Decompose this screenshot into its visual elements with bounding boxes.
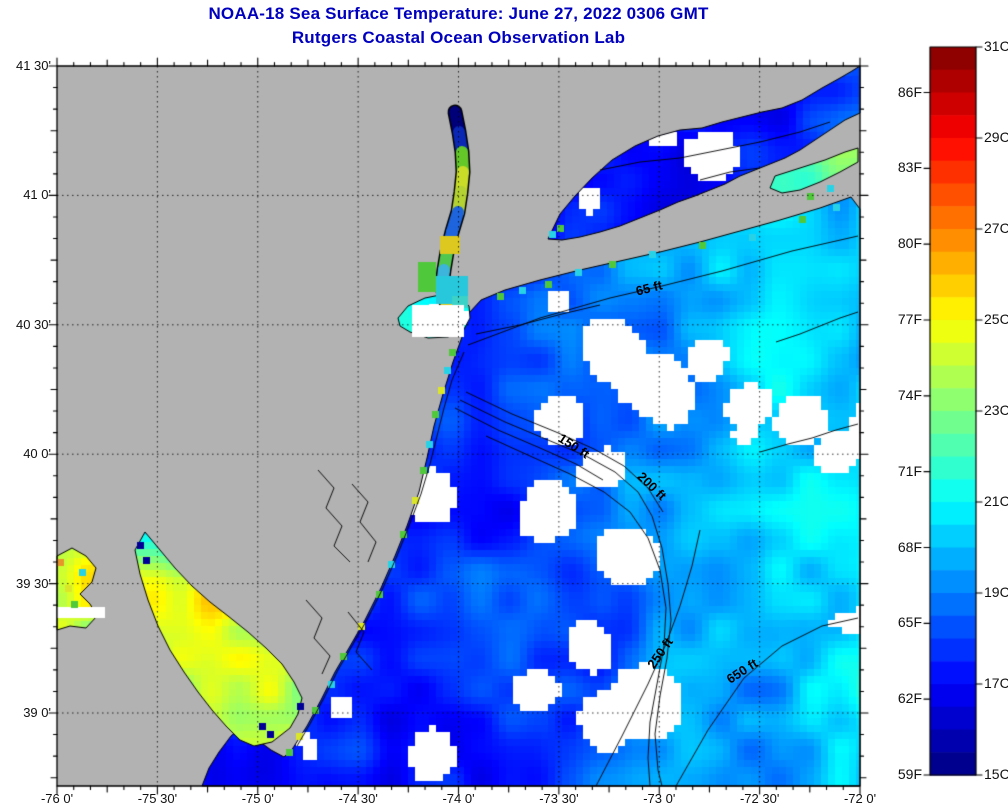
page-title: NOAA-18 Sea Surface Temperature: June 27… <box>208 4 709 23</box>
y-tick-label: 41 30' <box>15 58 51 73</box>
colorbar-celsius-label: 19C <box>984 584 1008 600</box>
x-tick-label: -74 0' <box>442 791 475 806</box>
colorbar-fahrenheit-label: 65F <box>897 614 922 631</box>
colorbar-fahrenheit-label: 77F <box>897 311 922 327</box>
colorbar-celsius-label: 29C <box>984 129 1008 145</box>
x-tick-label: -73 0' <box>643 791 676 806</box>
x-tick-label: -72 30' <box>739 791 780 806</box>
y-tick-label: 39 30' <box>15 575 51 591</box>
x-tick-label: -76 0' <box>40 791 74 806</box>
colorbar-celsius-label: 15C <box>984 766 1008 782</box>
colorbar-fahrenheit-label: 74F <box>897 386 922 403</box>
colorbar-celsius-label: 23C <box>984 402 1008 418</box>
colorbar-fahrenheit-label: 68F <box>897 538 922 555</box>
colorbar-celsius-label: 27C <box>984 220 1008 236</box>
colorbar-fahrenheit-label: 86F <box>897 83 922 100</box>
x-tick-label: -72 0' <box>843 791 877 806</box>
y-tick-label: 39 0' <box>23 705 51 720</box>
colorbar-celsius-label: 31C <box>984 38 1008 54</box>
x-tick-label: -73 30' <box>539 791 579 806</box>
y-tick-label: 40 30' <box>15 316 51 332</box>
x-tick-label: -75 30' <box>137 791 178 806</box>
page-subtitle: Rutgers Coastal Ocean Observation Lab <box>291 28 626 47</box>
colorbar-celsius-label: 25C <box>984 311 1008 327</box>
colorbar-fahrenheit-label: 62F <box>897 690 922 707</box>
colorbar-fahrenheit-label: 80F <box>897 235 922 252</box>
y-tick-label: 40 0' <box>23 446 51 462</box>
x-tick-label: -74 30' <box>338 791 378 806</box>
colorbar-fahrenheit-label: 71F <box>897 462 922 479</box>
y-tick-label: 41 0' <box>23 187 51 203</box>
colorbar-celsius-label: 21C <box>984 493 1008 509</box>
colorbar-fahrenheit-label: 59F <box>897 766 922 782</box>
x-tick-label: -75 0' <box>241 791 274 806</box>
colorbar-fahrenheit-label: 83F <box>897 159 922 176</box>
colorbar-celsius-label: 17C <box>984 675 1008 691</box>
